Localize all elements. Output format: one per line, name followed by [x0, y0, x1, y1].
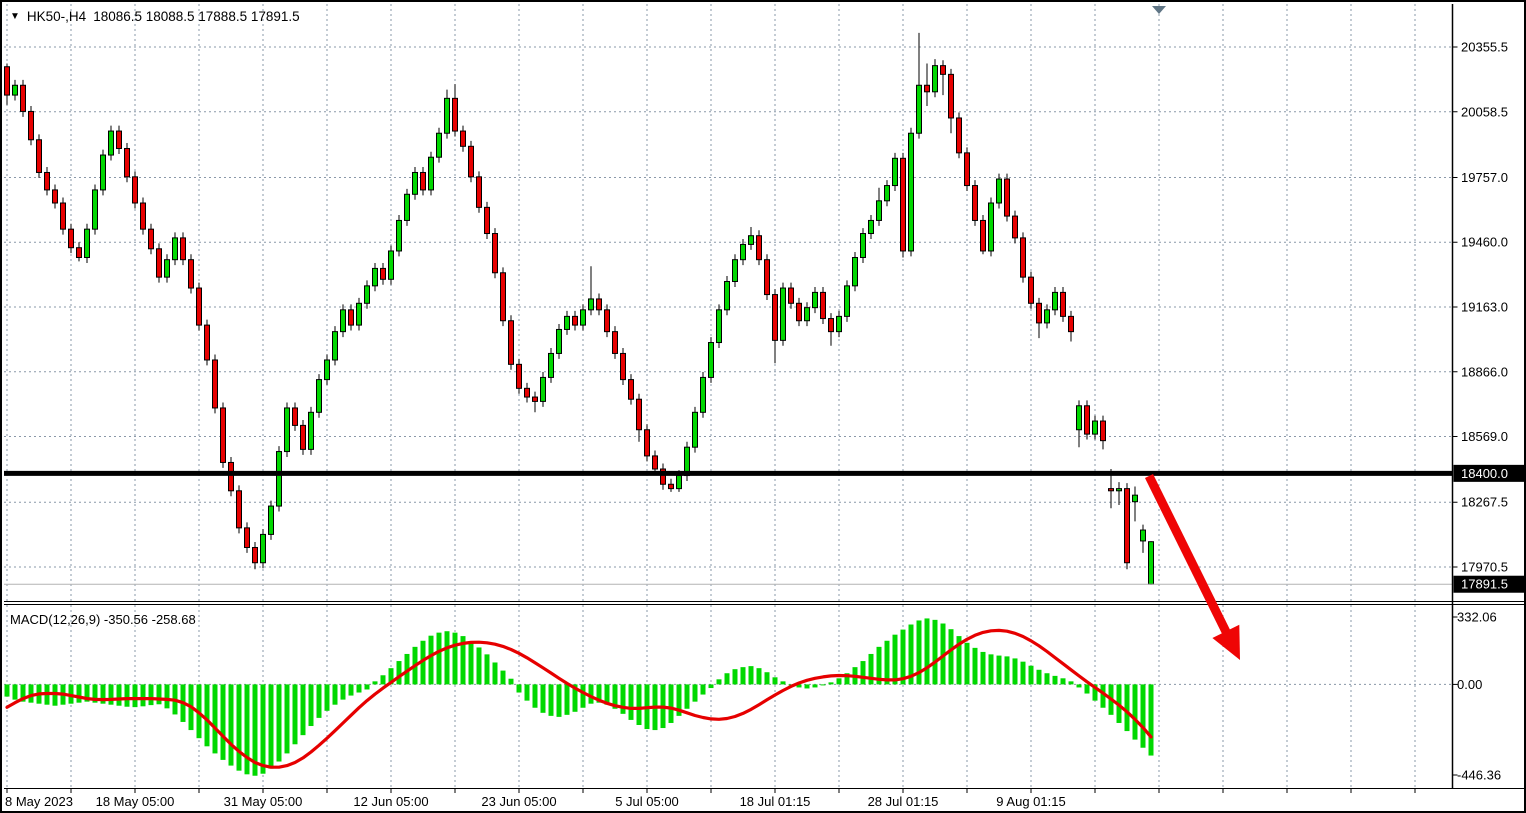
svg-text:9 Aug 01:15: 9 Aug 01:15 [996, 794, 1065, 809]
svg-text:18267.5: 18267.5 [1461, 495, 1508, 510]
svg-text:5 Jul 05:00: 5 Jul 05:00 [615, 794, 679, 809]
shift-marker-icon [1152, 6, 1166, 14]
macd-indicator [4, 618, 1154, 776]
indicator-label: MACD(12,26,9) -350.56 -258.68 [10, 612, 196, 627]
svg-text:19757.0: 19757.0 [1461, 170, 1508, 185]
svg-text:18866.0: 18866.0 [1461, 364, 1508, 379]
svg-text:18569.0: 18569.0 [1461, 429, 1508, 444]
symbol-timeframe: HK50-,H4 [26, 9, 87, 24]
svg-text:31 May 05:00: 31 May 05:00 [224, 794, 303, 809]
svg-text:18 May 05:00: 18 May 05:00 [96, 794, 175, 809]
quote-values: 18086.5 18088.5 17888.5 17891.5 [93, 9, 300, 24]
svg-text:-446.36: -446.36 [1457, 768, 1501, 783]
svg-text:0.00: 0.00 [1457, 677, 1482, 692]
svg-text:19163.0: 19163.0 [1461, 300, 1508, 315]
svg-text:17891.5: 17891.5 [1461, 577, 1508, 592]
price-axis: 20355.5 20058.5 19757.0 19460.0 19163.0 18866… [1452, 40, 1524, 593]
svg-text:23 Jun 05:00: 23 Jun 05:00 [481, 794, 556, 809]
macd-signal-line [5, 628, 1153, 769]
grid-lines [4, 4, 1453, 788]
svg-text:18 Jul 01:15: 18 Jul 01:15 [740, 794, 811, 809]
svg-text:19460.0: 19460.0 [1461, 235, 1508, 250]
symbol-dropdown-icon: ▼ [10, 10, 20, 22]
ohlc-readout: ▼ HK50-,H4 18086.5 18088.5 17888.5 17891… [10, 9, 300, 24]
svg-text:8 May 2023: 8 May 2023 [5, 794, 73, 809]
price-badge-last-price: 17891.5 [1453, 575, 1524, 593]
svg-text:20355.5: 20355.5 [1461, 40, 1508, 55]
panel-borders [4, 4, 1524, 789]
time-axis: 8 May 2023 18 May 05:00 31 May 05:00 12 Jun… [5, 789, 1416, 809]
svg-text:17970.5: 17970.5 [1461, 560, 1508, 575]
trend-arrow [1144, 474, 1240, 660]
svg-text:28 Jul 01:15: 28 Jul 01:15 [868, 794, 939, 809]
svg-text:18400.0: 18400.0 [1461, 466, 1508, 481]
price-badge-support-level: 18400.0 [1453, 464, 1524, 482]
svg-text:20058.5: 20058.5 [1461, 104, 1508, 119]
macd-axis: 332.06 0.00 -446.36 [1452, 610, 1501, 783]
candles [4, 32, 1154, 585]
svg-text:332.06: 332.06 [1457, 610, 1497, 625]
svg-text:12 Jun 05:00: 12 Jun 05:00 [353, 794, 428, 809]
